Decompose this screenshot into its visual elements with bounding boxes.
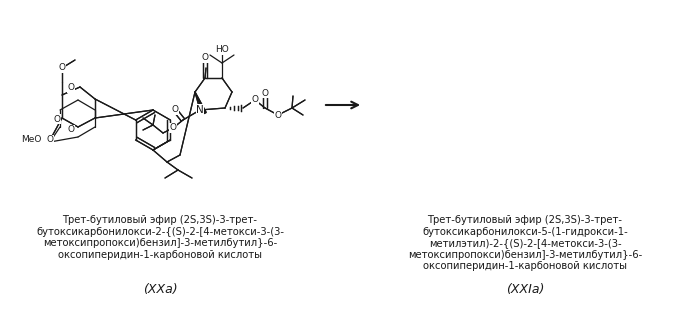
Text: MeO: MeO	[22, 136, 42, 145]
Text: HO: HO	[215, 46, 229, 55]
Text: O: O	[47, 136, 54, 145]
Text: O: O	[170, 124, 177, 133]
Text: O: O	[172, 106, 179, 114]
Text: O: O	[251, 96, 258, 105]
Text: O: O	[47, 136, 54, 145]
Text: O: O	[68, 84, 75, 93]
Text: N: N	[196, 105, 204, 115]
Text: O: O	[262, 88, 269, 98]
Text: O: O	[47, 137, 54, 147]
Text: O: O	[68, 84, 75, 93]
Text: Трет-бутиловый эфир (2S,3S)-3-трет-
бутоксикарбонилокси-2-{(S)-2-[4-метокси-3-(3: Трет-бутиловый эфир (2S,3S)-3-трет- буто…	[36, 215, 284, 260]
Text: O: O	[274, 111, 281, 120]
Text: O: O	[251, 96, 258, 105]
Text: O: O	[68, 125, 75, 135]
Text: (XXa): (XXa)	[142, 283, 177, 296]
Text: O: O	[262, 88, 269, 98]
Text: O: O	[59, 63, 66, 72]
Text: O: O	[68, 125, 75, 135]
Text: O: O	[170, 124, 177, 133]
Text: MeO: MeO	[22, 136, 42, 145]
Polygon shape	[195, 92, 206, 113]
Text: (XXIa): (XXIa)	[506, 283, 544, 296]
Text: O: O	[202, 54, 209, 62]
Text: O: O	[202, 54, 209, 62]
Text: O: O	[172, 106, 179, 114]
Text: Трет-бутиловый эфир (2S,3S)-3-трет-
бутоксикарбонилокси-5-(1-гидрокси-1-
метилэт: Трет-бутиловый эфир (2S,3S)-3-трет- буто…	[408, 215, 642, 271]
Text: N: N	[196, 105, 204, 115]
Text: O: O	[54, 114, 61, 124]
Text: O: O	[274, 111, 281, 120]
Polygon shape	[195, 92, 206, 113]
Text: O: O	[59, 63, 66, 72]
